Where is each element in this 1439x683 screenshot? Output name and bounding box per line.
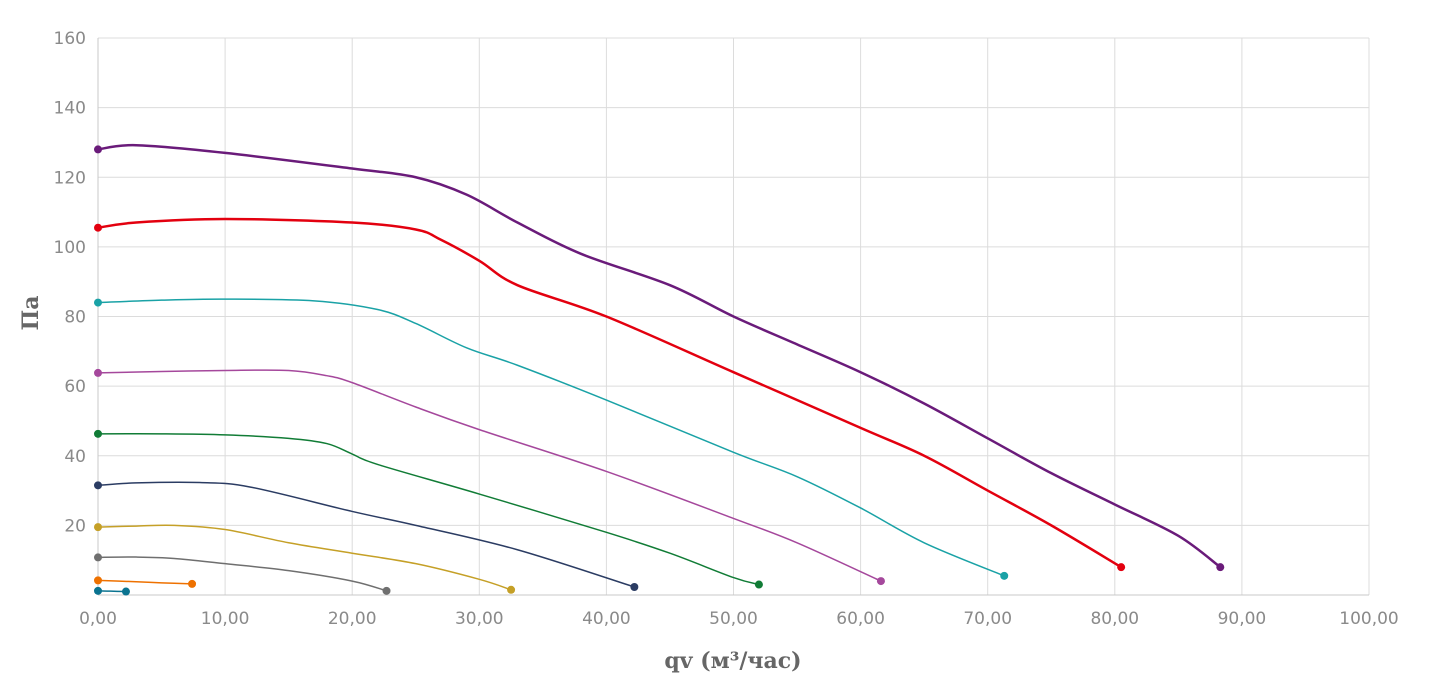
x-tick-label: 0,00 [79,609,117,629]
series-4-end-point[interactable] [876,577,885,586]
series-line-2 [96,217,1123,569]
series-line-9 [97,579,193,585]
x-tick-label: 80,00 [1090,609,1139,629]
series-line-5 [97,432,760,586]
series-10-start-point[interactable] [94,586,102,595]
series-5-start-point[interactable] [94,429,102,438]
x-tick-label: 70,00 [963,609,1012,629]
series-line-8 [97,556,388,592]
series-2-start-point[interactable] [94,223,102,232]
y-tick-label: 160 [54,29,86,49]
axes [97,38,1369,596]
series-line-6 [97,481,636,588]
y-tick-label: 40 [64,447,86,467]
series-1-end-point[interactable] [1216,563,1225,572]
series-10-end-point[interactable] [121,587,130,596]
x-tick-label: 30,00 [455,609,504,629]
y-tick-label: 20 [64,516,86,536]
series-8-start-point[interactable] [94,553,102,562]
series-1-start-point[interactable] [94,145,102,154]
x-tick-label: 10,00 [201,609,250,629]
x-axis-title: qv (м³/час) [664,648,801,674]
series-5-end-point[interactable] [754,580,763,589]
y-tick-label: 120 [54,168,86,188]
series-6-start-point[interactable] [94,481,102,490]
y-tick-label: 80 [64,308,86,328]
series-2-end-point[interactable] [1117,563,1126,572]
series-7-end-point[interactable] [507,585,516,594]
series-line-3 [97,298,1005,577]
series-9-start-point[interactable] [94,576,102,585]
series-lines [94,143,1225,596]
series-9-end-point[interactable] [188,579,197,588]
series-3-end-point[interactable] [1000,571,1009,580]
series-line-10 [97,590,127,593]
series-4-start-point[interactable] [94,368,102,377]
series-3-start-point[interactable] [94,298,102,307]
series-line-4 [97,369,882,582]
tick-labels: 20 40 60 80 100 120 140 160 0,00 10,00 20,00 30,00 4… [54,29,1399,629]
y-tick-label: 60 [64,377,86,397]
series-6-end-point[interactable] [630,582,639,591]
x-tick-label: 100,00 [1339,609,1398,629]
series-line-1 [96,143,1222,569]
y-axis-title: Па [18,295,44,330]
x-tick-label: 90,00 [1218,609,1267,629]
series-line-7 [97,524,512,591]
y-tick-label: 100 [54,238,86,258]
series-7-start-point[interactable] [94,523,102,532]
x-tick-label: 40,00 [582,609,631,629]
x-tick-label: 60,00 [836,609,885,629]
series-8-end-point[interactable] [382,586,391,595]
y-tick-label: 140 [54,99,86,119]
x-tick-label: 20,00 [328,609,377,629]
x-tick-label: 50,00 [709,609,758,629]
